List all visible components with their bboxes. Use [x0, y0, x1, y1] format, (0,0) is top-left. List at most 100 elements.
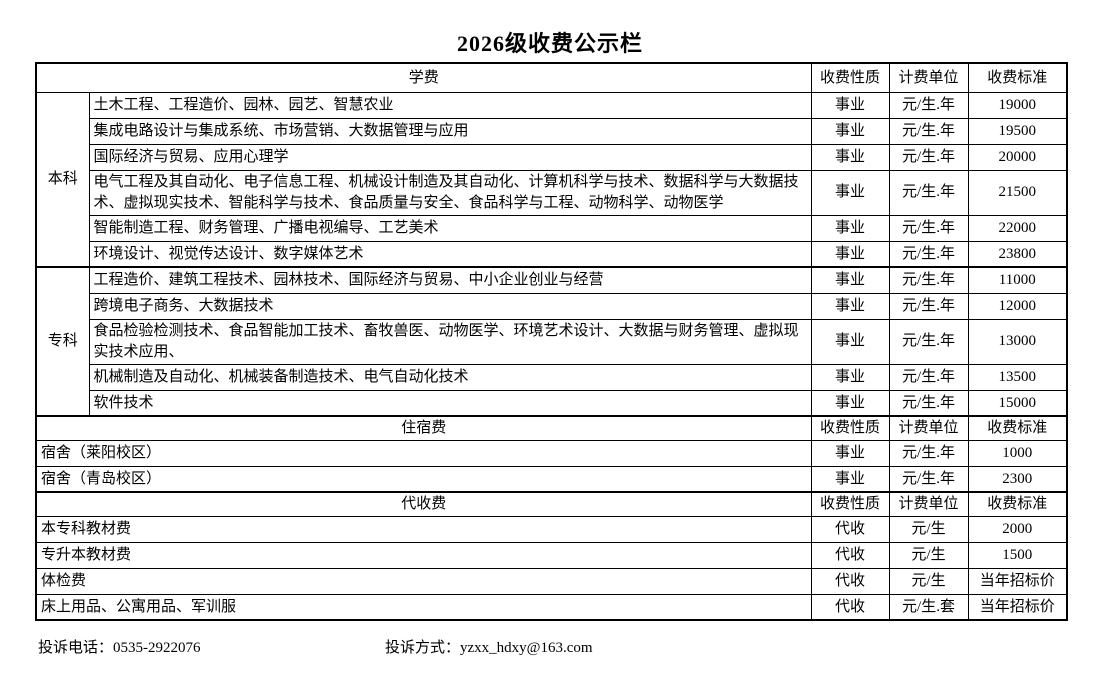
table-row: 食品检验检测技术、食品智能加工技术、畜牧兽医、动物医学、环境艺术设计、大数据与财… [36, 318, 1068, 365]
table-row: 本科 土木工程、工程造价、园林、园艺、智慧农业 事业 元/生.年 19000 [35, 91, 1068, 268]
item-cell: 专升本教材费 [35, 541, 812, 569]
nature-cell: 代收 [810, 515, 890, 543]
standard-cell: 22000 [967, 214, 1068, 242]
standard-cell: 2000 [967, 515, 1068, 543]
table-row: 环境设计、视觉传达设计、数字媒体艺术 事业 元/生.年 23800 [36, 240, 1068, 268]
unit-cell: 元/生.年 [888, 117, 969, 145]
majors-cell: 跨境电子商务、大数据技术 [88, 292, 812, 320]
column-header-unit: 计费单位 [888, 62, 969, 93]
nature-cell: 事业 [810, 266, 890, 294]
unit-cell: 元/生.套 [888, 593, 969, 621]
column-header-nature: 收费性质 [810, 491, 890, 517]
nature-cell: 事业 [810, 318, 890, 365]
unit-cell: 元/生.年 [888, 292, 969, 320]
column-header-unit: 计费单位 [888, 415, 969, 441]
majors-cell: 食品检验检测技术、食品智能加工技术、畜牧兽医、动物医学、环境艺术设计、大数据与财… [88, 318, 812, 365]
standard-cell: 23800 [967, 240, 1068, 268]
nature-cell: 事业 [810, 465, 890, 493]
majors-cell: 工程造价、建筑工程技术、园林技术、国际经济与贸易、中小企业创业与经营 [88, 266, 812, 294]
table-row: 专科 工程造价、建筑工程技术、园林技术、国际经济与贸易、中小企业创业与经营 事业… [35, 266, 1068, 417]
item-cell: 体检费 [35, 567, 812, 595]
unit-cell: 元/生.年 [888, 363, 969, 391]
majors-cell: 集成电路设计与集成系统、市场营销、大数据管理与应用 [88, 117, 812, 145]
nature-cell: 代收 [810, 593, 890, 621]
complaint-contact-email: yzxx_hdxy@163.com [460, 640, 593, 656]
standard-cell: 13500 [967, 363, 1068, 391]
table-row: 跨境电子商务、大数据技术 事业 元/生.年 12000 [36, 292, 1068, 320]
fee-table: 学费 收费性质 计费单位 收费标准 本科 土木工程、工程造价、园林、园艺、智慧农… [35, 62, 1069, 621]
item-cell: 本专科教材费 [35, 515, 812, 543]
column-header-standard: 收费标准 [967, 62, 1068, 93]
majors-cell: 电气工程及其自动化、电子信息工程、机械设计制造及其自动化、计算机科学与技术、数据… [88, 169, 812, 216]
unit-cell: 元/生.年 [888, 439, 969, 467]
unit-cell: 元/生.年 [888, 266, 969, 294]
unit-cell: 元/生.年 [888, 240, 969, 268]
item-cell: 宿舍（青岛校区） [35, 465, 812, 493]
nature-cell: 事业 [810, 169, 890, 216]
standard-cell: 12000 [967, 292, 1068, 320]
unit-cell: 元/生 [888, 541, 969, 569]
majors-cell: 智能制造工程、财务管理、广播电视编导、工艺美术 [88, 214, 812, 242]
unit-cell: 元/生.年 [888, 214, 969, 242]
table-row: 国际经济与贸易、应用心理学 事业 元/生.年 20000 [36, 143, 1068, 171]
group-label-undergraduate: 本科 [35, 91, 90, 268]
table-row: 软件技术 事业 元/生.年 15000 [36, 389, 1068, 417]
complaint-phone-number: 0535-2922076 [113, 640, 201, 656]
item-cell: 床上用品、公寓用品、军训服 [35, 593, 812, 621]
nature-cell: 事业 [810, 363, 890, 391]
table-row: 本专科教材费 代收 元/生 2000 [35, 515, 1068, 543]
majors-cell: 软件技术 [88, 389, 812, 417]
unit-cell: 元/生.年 [888, 143, 969, 171]
unit-cell: 元/生.年 [888, 91, 969, 119]
standard-cell: 1500 [967, 541, 1068, 569]
table-row: 专升本教材费 代收 元/生 1500 [35, 541, 1068, 569]
nature-cell: 事业 [810, 117, 890, 145]
standard-cell: 当年招标价 [967, 567, 1068, 595]
table-row: 体检费 代收 元/生 当年招标价 [35, 567, 1068, 595]
unit-cell: 元/生.年 [888, 465, 969, 493]
nature-cell: 代收 [810, 567, 890, 595]
accommodation-header-row: 住宿费 收费性质 计费单位 收费标准 [35, 415, 1068, 441]
column-header-nature: 收费性质 [810, 415, 890, 441]
standard-cell: 2300 [967, 465, 1068, 493]
tuition-header-row: 学费 收费性质 计费单位 收费标准 [35, 62, 1068, 93]
nature-cell: 代收 [810, 541, 890, 569]
group-label-college: 专科 [35, 266, 90, 417]
standard-cell: 11000 [967, 266, 1068, 294]
unit-cell: 元/生.年 [888, 318, 969, 365]
nature-cell: 事业 [810, 292, 890, 320]
complaint-contact: 投诉方式：yzxx_hdxy@163.com [385, 636, 593, 657]
table-row: 宿舍（莱阳校区） 事业 元/生.年 1000 [35, 439, 1068, 467]
item-cell: 宿舍（莱阳校区） [35, 439, 812, 467]
nature-cell: 事业 [810, 240, 890, 268]
section-label-collection: 代收费 [35, 491, 812, 517]
majors-cell: 国际经济与贸易、应用心理学 [88, 143, 812, 171]
unit-cell: 元/生 [888, 515, 969, 543]
column-header-standard: 收费标准 [967, 415, 1068, 441]
majors-cell: 环境设计、视觉传达设计、数字媒体艺术 [88, 240, 812, 268]
table-row: 机械制造及自动化、机械装备制造技术、电气自动化技术 事业 元/生.年 13500 [36, 363, 1068, 391]
standard-cell: 19500 [967, 117, 1068, 145]
standard-cell: 1000 [967, 439, 1068, 467]
unit-cell: 元/生 [888, 567, 969, 595]
complaint-contact-label: 投诉方式： [385, 640, 461, 656]
table-row: 宿舍（青岛校区） 事业 元/生.年 2300 [35, 465, 1068, 493]
table-row: 电气工程及其自动化、电子信息工程、机械设计制造及其自动化、计算机科学与技术、数据… [36, 169, 1068, 216]
majors-cell: 土木工程、工程造价、园林、园艺、智慧农业 [88, 91, 812, 119]
unit-cell: 元/生.年 [888, 169, 969, 216]
nature-cell: 事业 [810, 143, 890, 171]
complaint-phone: 投诉电话：0535-2922076 [38, 636, 201, 657]
section-label-accommodation: 住宿费 [35, 415, 812, 441]
table-row: 智能制造工程、财务管理、广播电视编导、工艺美术 事业 元/生.年 22000 [36, 214, 1068, 242]
standard-cell: 当年招标价 [967, 593, 1068, 621]
page-title: 2026级收费公示栏 [456, 31, 643, 56]
collection-header-row: 代收费 收费性质 计费单位 收费标准 [35, 491, 1068, 517]
standard-cell: 21500 [967, 169, 1068, 216]
majors-cell: 机械制造及自动化、机械装备制造技术、电气自动化技术 [88, 363, 812, 391]
table-row: 床上用品、公寓用品、军训服 代收 元/生.套 当年招标价 [35, 593, 1068, 621]
standard-cell: 13000 [967, 318, 1068, 365]
standard-cell: 20000 [967, 143, 1068, 171]
unit-cell: 元/生.年 [888, 389, 969, 417]
nature-cell: 事业 [810, 439, 890, 467]
